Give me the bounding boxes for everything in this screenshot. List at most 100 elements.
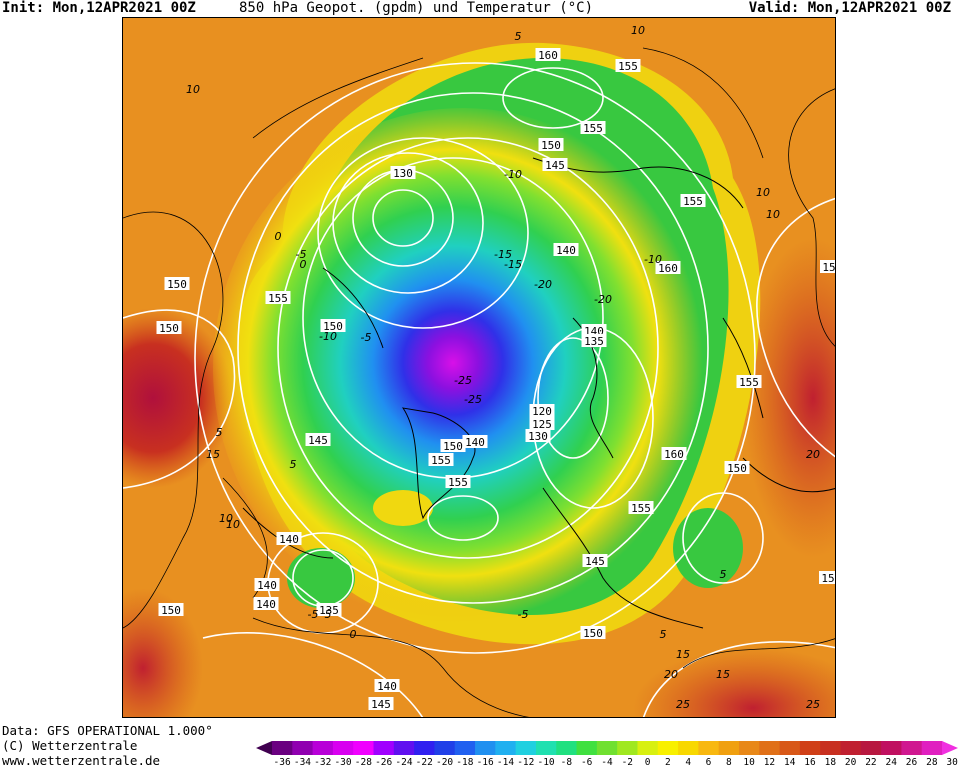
geopotential-label: 155 [431,454,451,467]
colorbar-swatch [657,741,679,755]
temperature-label: -25 [464,393,482,406]
colorbar-tick-label: -16 [476,757,494,768]
website-url[interactable]: www.wetterzentrale.de [2,753,161,768]
geopotential-label-box [661,447,687,460]
geopotential-label: 160 [538,49,558,62]
geopotential-label-box [316,603,342,616]
geopotential-label: 150 [167,278,187,291]
geopotential-label-box [390,166,416,179]
colorbar-swatch [637,741,659,755]
colorbar-swatch [312,741,334,755]
geopotential-label: 145 [371,698,391,711]
colorbar-tick-label: 16 [804,757,816,768]
colorbar-swatch [840,741,862,755]
green-blob-pacific [287,548,355,608]
temperature-label: 15 [206,448,220,461]
colorbar-tick-label: 12 [763,757,776,768]
geopotential-label-box [156,321,182,334]
hot-region-west [123,308,233,488]
geopotential-label: 135 [319,604,339,617]
temperature-label: 0 [275,230,282,243]
geopotential-label-box [581,334,607,347]
colorbar-tick-label: -22 [415,757,433,768]
geopotential-label: 155 [631,502,651,515]
temperature-label: -5 [308,608,319,621]
colorbar-tick-label: -2 [621,757,634,768]
colorbar-tick-label: -32 [314,757,332,768]
geopotential-label: 150 [323,320,343,333]
colorbar-tick-label: 28 [926,757,938,768]
colorbar-swatch [535,741,557,755]
weather-map[interactable]: 160 155 150 145 130 140 155 160 150 155 140 135 120 1… [122,17,836,718]
geopotential-label-box [582,554,608,567]
colorbar-swatch [779,741,801,755]
temperature-label: -10 [644,253,662,266]
colorbar-tick-label: -18 [456,757,474,768]
colorbar-swatch [495,741,517,755]
geopotential-label: 155 [268,292,288,305]
geopotential-label: 145 [308,434,328,447]
colorbar-tick-label: 24 [885,757,897,768]
temperature-label: 5 [325,608,332,621]
colorbar-tick-label: 18 [824,757,837,768]
geopotential-label: 130 [393,167,413,180]
geopotential-label: 155 [683,195,703,208]
geopotential-label: 125 [532,418,552,431]
temperature-label: -5 [296,248,307,261]
colorbar-swatch [393,741,415,755]
temperature-label: -5 [518,608,529,621]
geopotential-label-box [655,261,681,274]
colorbar-swatch [332,741,354,755]
temperature-label: -5 [361,331,372,344]
colorbar-swatch [292,741,314,755]
temperature-label: 5 [660,628,667,641]
geopotential-label: 135 [584,335,604,348]
geopotential-label-box [819,571,835,584]
temperature-label: 20 [806,448,820,461]
colorbar-tick-label: -26 [375,757,393,768]
colorbar-swatch [434,741,456,755]
temperature-label: 10 [766,208,780,221]
colorbar-tick-label: 0 [644,757,651,768]
geopotential-label-box [525,429,551,442]
temperature-label: 15 [716,668,730,681]
geopotential-label: 140 [257,579,277,592]
temperature-label: 0 [350,628,357,641]
geopotential-label: 150 [161,604,181,617]
temperature-label: -25 [454,374,472,387]
geopotential-label-box [542,158,568,171]
colorbar-tick-label: -36 [273,757,291,768]
colorbar-tick-label: -28 [354,757,372,768]
geopotential-label-box [445,475,471,488]
temperature-label: -10 [504,168,522,181]
colorbar-ticks: -36 -34 -32 -30 -28 -26 -24 -22 -20 -18 -16 -14 -12-… [256,757,958,769]
geopotential-label-box [305,433,331,446]
colorbar-swatch [738,741,760,755]
geopotential-label: 140 [556,244,576,257]
colorbar-tick-label: -12 [517,757,535,768]
colorbar-swatch [272,741,293,755]
temperature-label: 25 [806,698,820,711]
temperature-label: 5 [720,568,727,581]
geopotential-labels: 1601551501451301401551601501551401351201… [156,48,835,711]
geopotential-label: 145 [545,159,565,172]
geopotential-label: 140 [377,680,397,693]
geopotential-label: 150 [541,139,561,152]
colorbar-tick-label: -10 [537,757,555,768]
geopotential-label-box [581,324,607,337]
geopotential-label-box [724,461,750,474]
data-source: Data: GFS OPERATIONAL 1.000° [2,723,213,738]
colorbar-swatch [799,741,821,755]
geopotential-label: 130 [528,430,548,443]
geopotential-label-box [254,578,280,591]
colorbar-swatch [515,741,537,755]
colorbar-swatch [921,741,943,755]
geopotential-label: 150 [443,440,463,453]
valid-time: Valid: Mon,12APR2021 00Z [748,0,951,16]
geopotential-label: 150 [727,462,747,475]
geopotential-label-box [553,243,579,256]
temperature-label: -15 [494,248,512,261]
geopotential-label-box [320,319,346,332]
hot-region-south-east [633,648,835,717]
temperature-label: -20 [594,293,612,306]
